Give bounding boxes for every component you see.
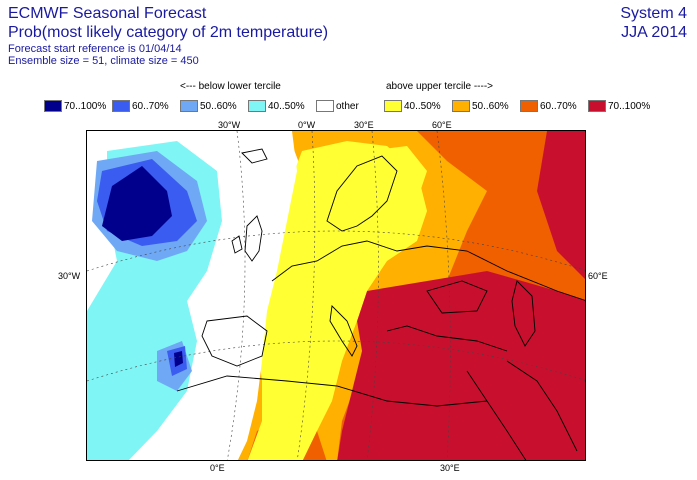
legend-item: other [316,100,359,112]
title-block: ECMWF Seasonal Forecast Prob(most likely… [8,6,328,67]
legend-item: 40..50% [384,100,441,112]
region-below-70-100 [102,166,183,367]
region-above-40-50 [247,141,427,460]
legend-item: 70..100% [44,100,106,112]
legend-swatch [316,100,334,112]
season-label: JJA 2014 [621,24,687,41]
coastlines [176,148,585,460]
legend-label: 40..50% [404,100,441,112]
legend-item: 60..70% [112,100,169,112]
legend-item: 50..60% [452,100,509,112]
map-canvas [87,131,585,460]
axis-label-top: 60°E [432,120,452,130]
graticule [87,131,585,460]
legend-item: 50..60% [180,100,237,112]
legend-label: 60..70% [132,100,169,112]
region-above-70-100 [337,131,585,460]
axis-label-right: 60°E [588,271,608,281]
axis-label-top: 0°W [298,120,316,130]
start-reference: Forecast start reference is 01/04/14 [8,43,182,55]
legend-swatch [44,100,62,112]
axis-label-top: 30°E [354,120,374,130]
legend-item: 40..50% [248,100,305,112]
map-title: ECMWF Seasonal Forecast [8,5,207,22]
legend-label: 40..50% [268,100,305,112]
ensemble-size: Ensemble size = 51, climate size = 450 [8,55,199,67]
legend-swatch [588,100,606,112]
legend-item: 60..70% [520,100,577,112]
region-above-40-50 [367,146,427,211]
system-label: System 4 [620,5,687,22]
legend-item: 70..100% [588,100,650,112]
axis-label-bottom: 30°E [440,463,460,473]
forecast-map [86,130,586,461]
map-subtitle: Prob(most likely category of 2m temperat… [8,24,329,41]
legend-swatch [180,100,198,112]
legend-label: 70..100% [64,100,107,112]
legend-below-heading: <--- below lower tercile [180,81,281,92]
legend-swatch [520,100,538,112]
legend-swatch [248,100,266,112]
system-block: System 4 JJA 2014 [620,6,687,44]
axis-label-bottom: 0°E [210,463,225,473]
axis-label-left: 30°W [58,271,81,281]
legend-label: 50..60% [472,100,509,112]
legend-swatch [384,100,402,112]
legend-label: 50..60% [200,100,237,112]
legend-label: 70..100% [608,100,651,112]
legend-swatch [112,100,130,112]
legend-label: other [336,100,359,112]
axis-label-top: 30°W [218,120,241,130]
legend-label: 60..70% [540,100,577,112]
legend-above-heading: above upper tercile ----> [386,81,493,92]
legend-swatch [452,100,470,112]
